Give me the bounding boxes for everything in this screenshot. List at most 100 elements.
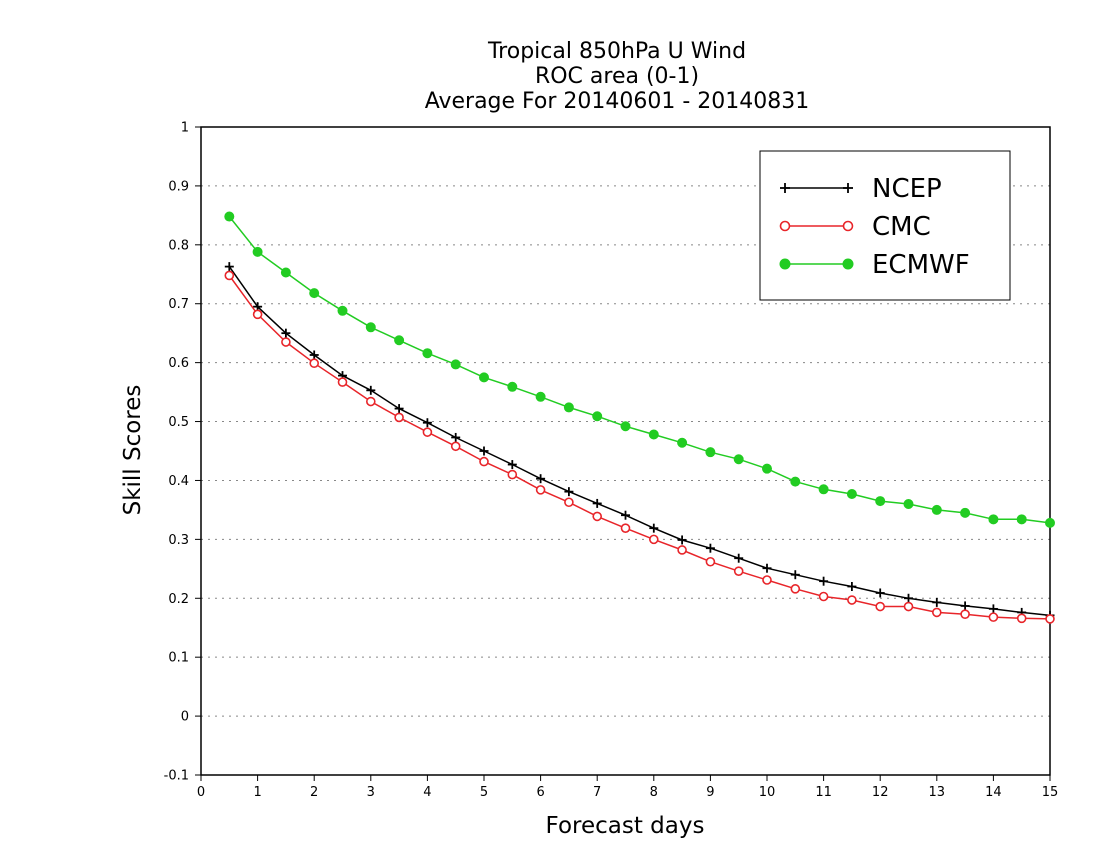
x-tick-label: 1 (253, 785, 261, 800)
grid-lines (201, 185, 1050, 717)
legend-entry-ncep: NCEP (780, 174, 942, 204)
y-tick-label: 0.4 (168, 474, 189, 489)
y-tick-label: 0.9 (168, 179, 189, 194)
data-point-ncep (281, 328, 291, 338)
data-point-ncep (904, 593, 913, 603)
series-line-ncep (228, 266, 1051, 617)
data-point-cmc (648, 534, 659, 545)
y-tick-label: 0.8 (168, 238, 189, 253)
legend-marker (779, 220, 791, 232)
data-point-ncep (592, 498, 602, 508)
y-tick-label: 0.1 (168, 651, 189, 666)
legend-marker (842, 258, 854, 270)
legend-marker (779, 258, 791, 270)
data-point-ncep (677, 535, 687, 545)
x-tick-label: 9 (706, 785, 714, 800)
data-point-ecmwf (875, 496, 886, 507)
x-axis-label: Forecast days (546, 813, 705, 839)
y-tick-label: 0.5 (168, 415, 189, 430)
series-cmc (224, 270, 1055, 624)
data-point-ncep (366, 385, 376, 395)
y-axis-label: Skill Scores (120, 385, 146, 516)
data-point-ecmwf (1016, 514, 1027, 525)
data-point-ecmwf (479, 372, 489, 383)
data-point-cmc (620, 523, 631, 533)
data-point-cmc (931, 607, 942, 618)
x-tick-label: 15 (1042, 785, 1059, 800)
x-tick-label: 13 (929, 785, 946, 800)
data-point-ecmwf (1045, 517, 1055, 528)
y-tick-label: -0.1 (164, 769, 189, 784)
x-tick-label: 14 (985, 785, 1002, 800)
chart-title-line-1: Tropical 850hPa U Wind (487, 39, 746, 64)
data-point-ecmwf (846, 489, 857, 500)
data-point-ncep (932, 597, 942, 607)
data-point-ncep (479, 446, 489, 456)
y-tick-label: 0.7 (168, 297, 189, 312)
data-point-ncep (224, 262, 234, 272)
data-point-ecmwf (988, 514, 999, 525)
data-point-ncep (988, 604, 998, 614)
data-point-ncep (875, 588, 885, 598)
data-point-ecmwf (422, 348, 433, 359)
x-tick-label: 12 (872, 785, 889, 800)
data-point-cmc (988, 612, 999, 622)
x-tick-label: 5 (480, 785, 488, 800)
data-point-ecmwf (450, 359, 461, 370)
data-point-ecmwf (960, 507, 971, 518)
data-point-cmc (903, 601, 914, 612)
legend-label: ECMWF (872, 250, 970, 280)
x-tick-label: 6 (536, 785, 544, 800)
data-point-cmc (592, 511, 603, 522)
data-point-ncep (790, 570, 800, 580)
data-point-cmc (875, 601, 886, 612)
x-tick-label: 2 (310, 785, 318, 800)
y-tick-label: 0.3 (168, 533, 189, 548)
plot-frame (200, 126, 1051, 776)
data-point-cmc (224, 270, 235, 281)
data-point-cmc (252, 309, 263, 320)
x-tick-label: 0 (197, 785, 205, 800)
data-point-cmc (677, 545, 687, 555)
legend-entry-ecmwf: ECMWF (779, 250, 970, 280)
data-point-cmc (337, 377, 348, 387)
legend-entry-cmc: CMC (779, 212, 931, 242)
data-point-ecmwf (903, 499, 914, 510)
legend-label: NCEP (872, 174, 942, 204)
data-point-ecmwf (365, 322, 376, 333)
legend-marker (780, 183, 790, 193)
data-point-cmc (535, 485, 546, 495)
legend-marker (843, 183, 853, 193)
data-point-cmc (960, 609, 970, 619)
data-point-ecmwf (394, 335, 405, 346)
data-point-ecmwf (733, 454, 744, 465)
data-point-ecmwf (620, 421, 631, 432)
data-point-cmc (762, 575, 772, 585)
data-point-ncep (847, 581, 857, 591)
data-point-ecmwf (309, 288, 320, 299)
y-tick-label: 0.6 (168, 356, 189, 371)
data-point-cmc (818, 591, 829, 602)
data-point-ncep (960, 601, 970, 611)
data-point-ecmwf (818, 484, 829, 495)
data-point-ecmwf (280, 267, 291, 278)
data-point-ncep (705, 543, 715, 553)
data-point-cmc (733, 566, 744, 576)
data-point-cmc (1016, 613, 1027, 624)
data-point-ecmwf (252, 246, 263, 257)
data-point-ncep (762, 563, 772, 573)
data-point-ncep (649, 523, 659, 533)
data-point-ncep (536, 474, 546, 484)
data-point-ncep (309, 350, 319, 360)
data-point-ncep (451, 432, 461, 442)
data-point-cmc (790, 584, 801, 594)
chart-title-line-3: Average For 20140601 - 20140831 (425, 89, 810, 114)
data-point-ecmwf (762, 463, 772, 474)
axis-ticks: -0.100.10.20.30.40.50.60.70.80.910 1 2 3 4 5 6… (164, 121, 1059, 801)
data-point-ecmwf (337, 305, 348, 316)
data-point-ecmwf (677, 437, 688, 448)
data-point-cmc (507, 469, 518, 480)
y-tick-label: 0.2 (168, 592, 189, 607)
x-tick-label: 10 (759, 785, 776, 800)
data-point-ecmwf (535, 391, 546, 402)
